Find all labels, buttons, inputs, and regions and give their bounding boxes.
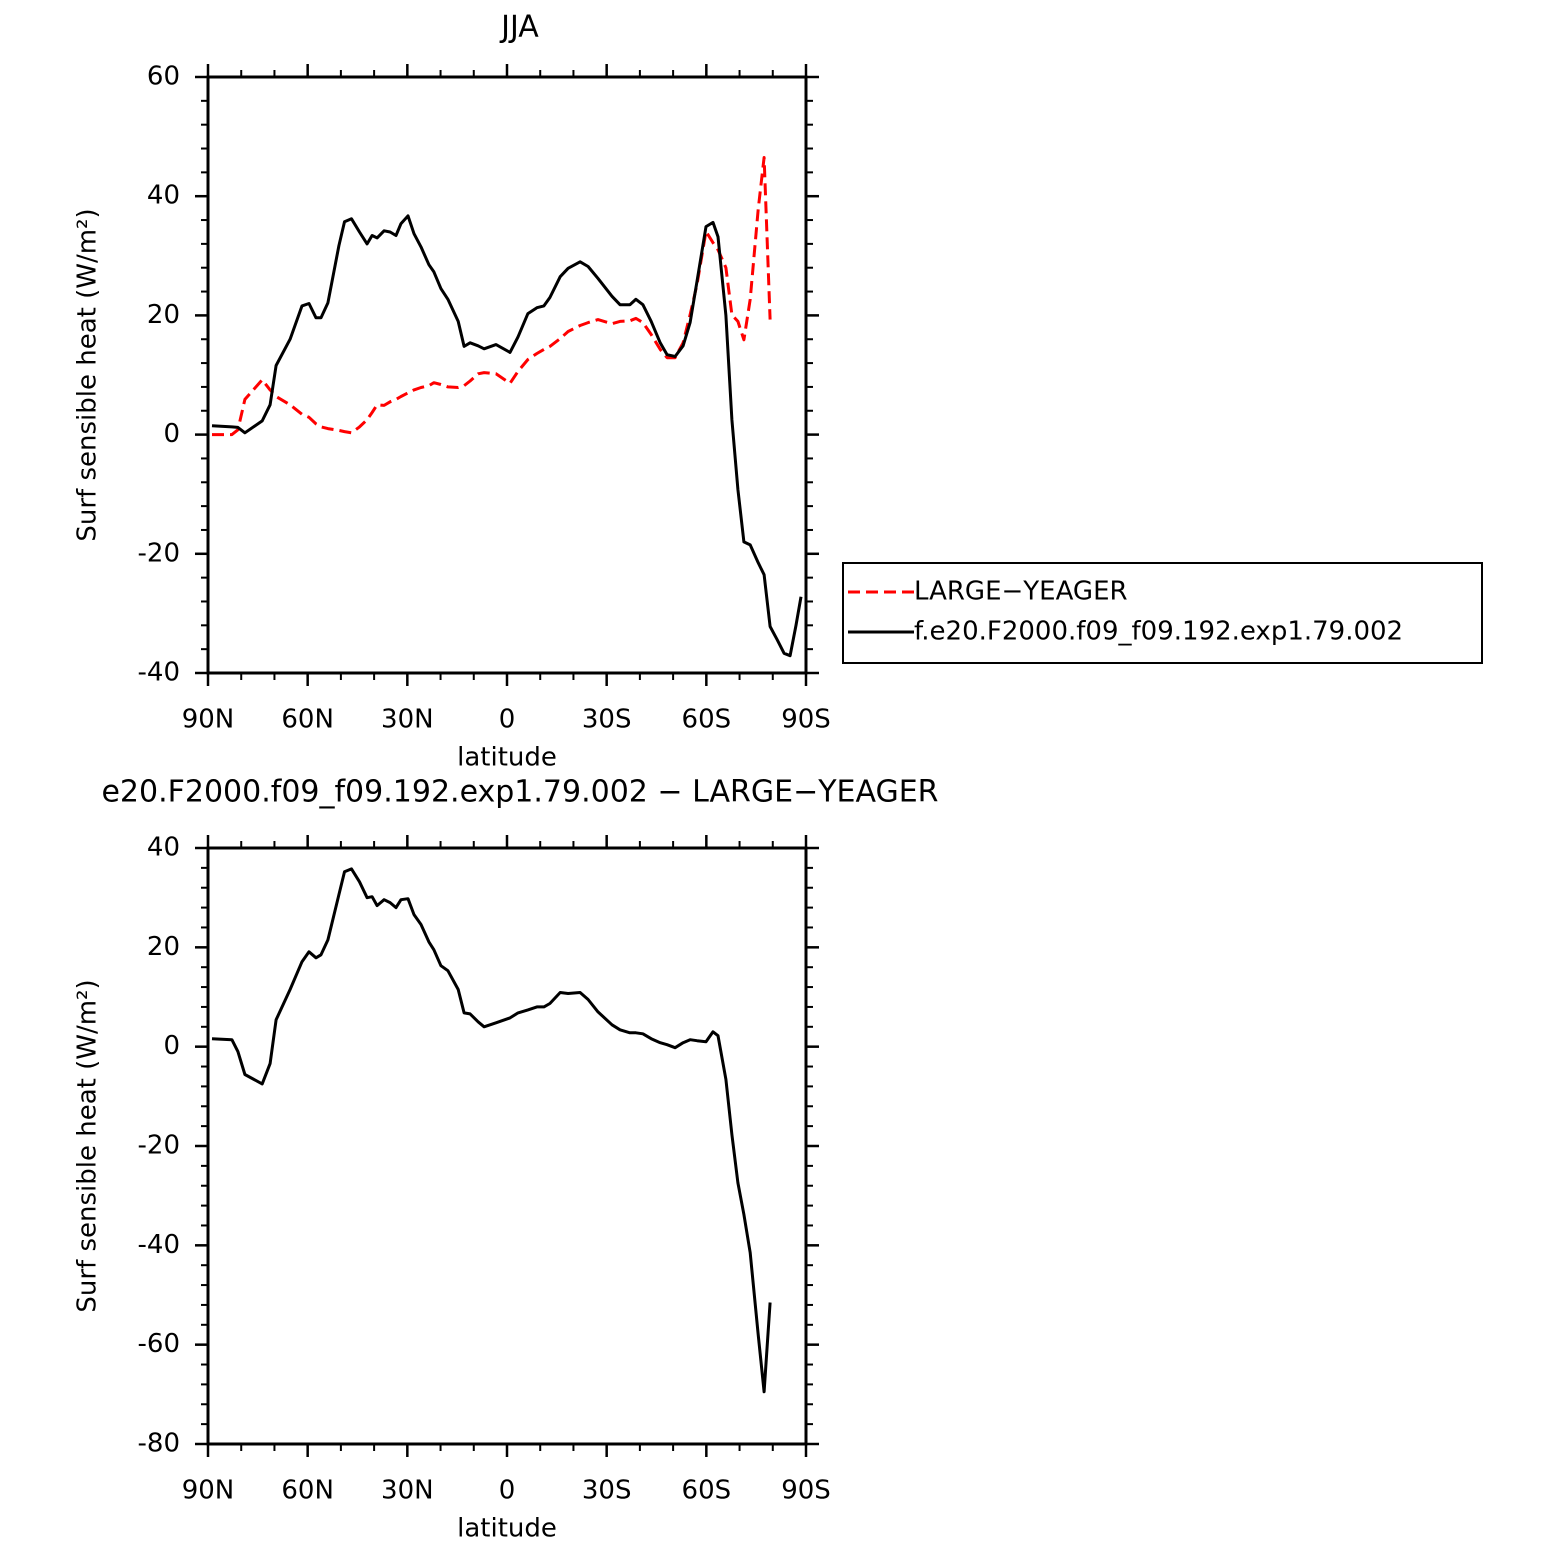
y-axis-label: Surf sensible heat (W/m²) bbox=[73, 208, 103, 541]
y-tick-label: -80 bbox=[138, 1429, 180, 1459]
y-tick-label: 0 bbox=[163, 419, 180, 449]
y-axis-label: Surf sensible heat (W/m²) bbox=[73, 979, 103, 1312]
y-tick-label: 20 bbox=[147, 300, 180, 330]
chart-title: e20.F2000.f09_f09.192.exp1.79.002 − LARG… bbox=[101, 775, 938, 810]
x-tick-label: 60S bbox=[682, 705, 732, 735]
series-line bbox=[212, 156, 772, 437]
y-tick-label: 0 bbox=[163, 1031, 180, 1061]
x-tick-label: 60S bbox=[682, 1476, 732, 1506]
y-tick-label: -60 bbox=[138, 1329, 180, 1359]
x-tick-label: 30N bbox=[381, 705, 434, 735]
x-tick-label: 0 bbox=[499, 705, 516, 735]
y-tick-label: 40 bbox=[147, 833, 180, 863]
x-tick-label: 90S bbox=[781, 705, 831, 735]
x-tick-label: 0 bbox=[499, 1476, 516, 1506]
x-tick-label: 90N bbox=[182, 1476, 235, 1506]
plot-frame bbox=[206, 75, 808, 675]
y-tick-label: 20 bbox=[147, 932, 180, 962]
x-tick-label: 60N bbox=[281, 705, 334, 735]
y-tick-label: -40 bbox=[138, 658, 180, 688]
x-tick-label: 30S bbox=[582, 1476, 632, 1506]
legend-box bbox=[842, 562, 1483, 664]
x-tick-label: 30S bbox=[582, 705, 632, 735]
x-axis-label: latitude bbox=[457, 1514, 557, 1544]
y-tick-label: 40 bbox=[147, 181, 180, 211]
x-tick-label: 90N bbox=[182, 705, 235, 735]
y-tick-label: -20 bbox=[138, 1131, 180, 1161]
y-tick-label: -20 bbox=[138, 538, 180, 568]
x-tick-label: 90S bbox=[781, 1476, 831, 1506]
x-tick-label: 30N bbox=[381, 1476, 434, 1506]
series-line bbox=[211, 214, 803, 658]
x-tick-label: 60N bbox=[281, 1476, 334, 1506]
y-tick-label: 60 bbox=[147, 62, 180, 92]
legend-label: LARGE−YEAGER bbox=[914, 577, 1128, 607]
plot-frame bbox=[206, 846, 808, 1446]
x-axis-label: latitude bbox=[457, 743, 557, 773]
chart-title: JJA bbox=[499, 10, 539, 45]
legend-label: f.e20.F2000.f09_f09.192.exp1.79.002 bbox=[914, 617, 1403, 647]
y-tick-label: -40 bbox=[138, 1230, 180, 1260]
series-line bbox=[211, 867, 772, 1394]
